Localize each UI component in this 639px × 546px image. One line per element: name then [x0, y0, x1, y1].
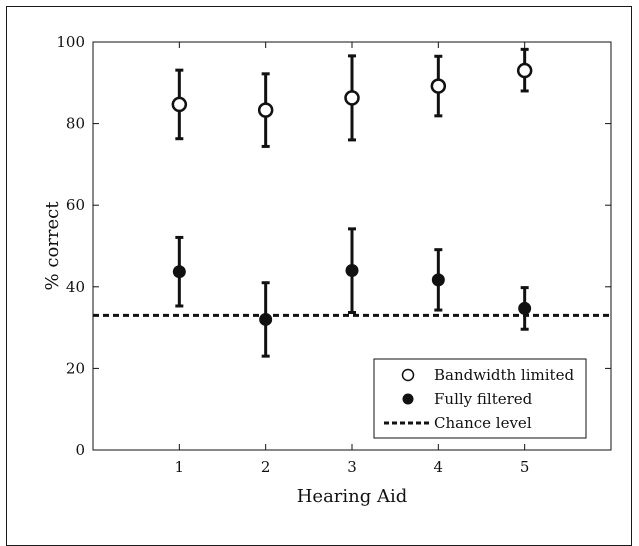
- legend-marker-bandwidth-limited: [401, 368, 415, 382]
- y-axis-label: % correct: [42, 201, 63, 291]
- x-tick-label-4: 4: [434, 458, 444, 476]
- x-axis-label: Hearing Aid: [297, 486, 408, 507]
- point-fully-filtered-5: [518, 301, 532, 315]
- y-tick-label-40: 40: [66, 278, 85, 296]
- y-tick-label-80: 80: [66, 115, 85, 133]
- x-tick-label-5: 5: [520, 458, 530, 476]
- axis-ticks: 0 20 40 60 80 100 1 2 3 4 5: [56, 33, 611, 476]
- series-fully-filtered: [172, 227, 532, 358]
- y-tick-label-20: 20: [66, 359, 85, 377]
- series-layer: [171, 47, 533, 358]
- legend-label-bandwidth-limited: Bandwidth limited: [434, 366, 574, 384]
- point-bandwidth-limited-4: [430, 78, 447, 94]
- point-fully-filtered-2: [259, 312, 273, 326]
- y-tick-label-0: 0: [75, 441, 85, 459]
- y-tick-label-60: 60: [66, 196, 85, 214]
- point-fully-filtered-3: [345, 263, 359, 277]
- x-tick-label-2: 2: [261, 458, 271, 476]
- series-bandwidth-limited: [171, 47, 533, 148]
- y-tick-label-100: 100: [56, 33, 85, 51]
- legend-label-fully-filtered: Fully filtered: [434, 390, 533, 408]
- x-tick-label-1: 1: [175, 458, 185, 476]
- point-bandwidth-limited-2: [257, 102, 274, 118]
- point-fully-filtered-4: [431, 273, 445, 287]
- legend: Bandwidth limited Fully filtered Chance …: [373, 358, 587, 439]
- point-fully-filtered-1: [172, 265, 186, 279]
- point-bandwidth-limited-1: [171, 96, 188, 113]
- point-bandwidth-limited-3: [344, 90, 360, 106]
- legend-label-chance-level: Chance level: [434, 414, 532, 432]
- x-tick-label-3: 3: [347, 458, 357, 476]
- legend-marker-fully-filtered: [402, 393, 414, 405]
- point-bandwidth-limited-5: [516, 62, 533, 79]
